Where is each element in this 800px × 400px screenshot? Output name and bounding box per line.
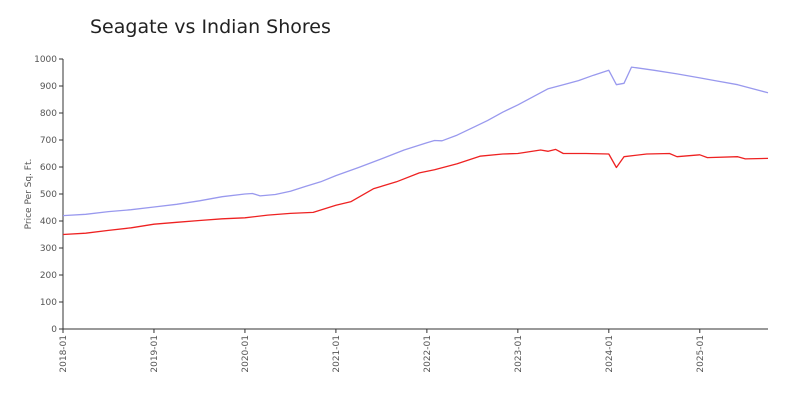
x-tick-label: 2024-01	[605, 335, 615, 373]
y-tick-label: 1000	[34, 55, 57, 65]
y-tick-label: 0	[51, 325, 57, 335]
y-tick-label: 500	[40, 190, 57, 200]
series-line-2	[62, 148, 769, 236]
y-tick-label: 600	[40, 163, 57, 173]
series-line-1	[62, 66, 769, 217]
x-tick-label: 2021-01	[332, 335, 342, 373]
y-tick-label: 700	[40, 136, 57, 146]
x-tick-label: 2018-01	[59, 335, 69, 373]
series-layer	[62, 66, 769, 236]
chart-title: Seagate vs Indian Shores	[90, 16, 331, 38]
y-axis-title: Price Per Sq. Ft.	[24, 159, 34, 230]
y-tick-label: 200	[40, 271, 57, 281]
x-tick-label: 2020-01	[241, 335, 251, 373]
y-tick-label: 900	[40, 82, 57, 92]
y-tick-label: 400	[40, 217, 57, 227]
x-tick-label: 2019-01	[150, 335, 160, 373]
y-tick-label: 800	[40, 109, 57, 119]
y-tick-label: 100	[40, 298, 57, 308]
x-tick-label: 2023-01	[514, 335, 524, 373]
y-tick-label: 300	[40, 244, 57, 254]
x-tick-label: 2025-01	[696, 335, 706, 373]
axes: 0 100 200 300 400 500 600 700 800 900 1000 2018-01 2…	[24, 55, 768, 373]
x-tick-label: 2022-01	[423, 335, 433, 373]
